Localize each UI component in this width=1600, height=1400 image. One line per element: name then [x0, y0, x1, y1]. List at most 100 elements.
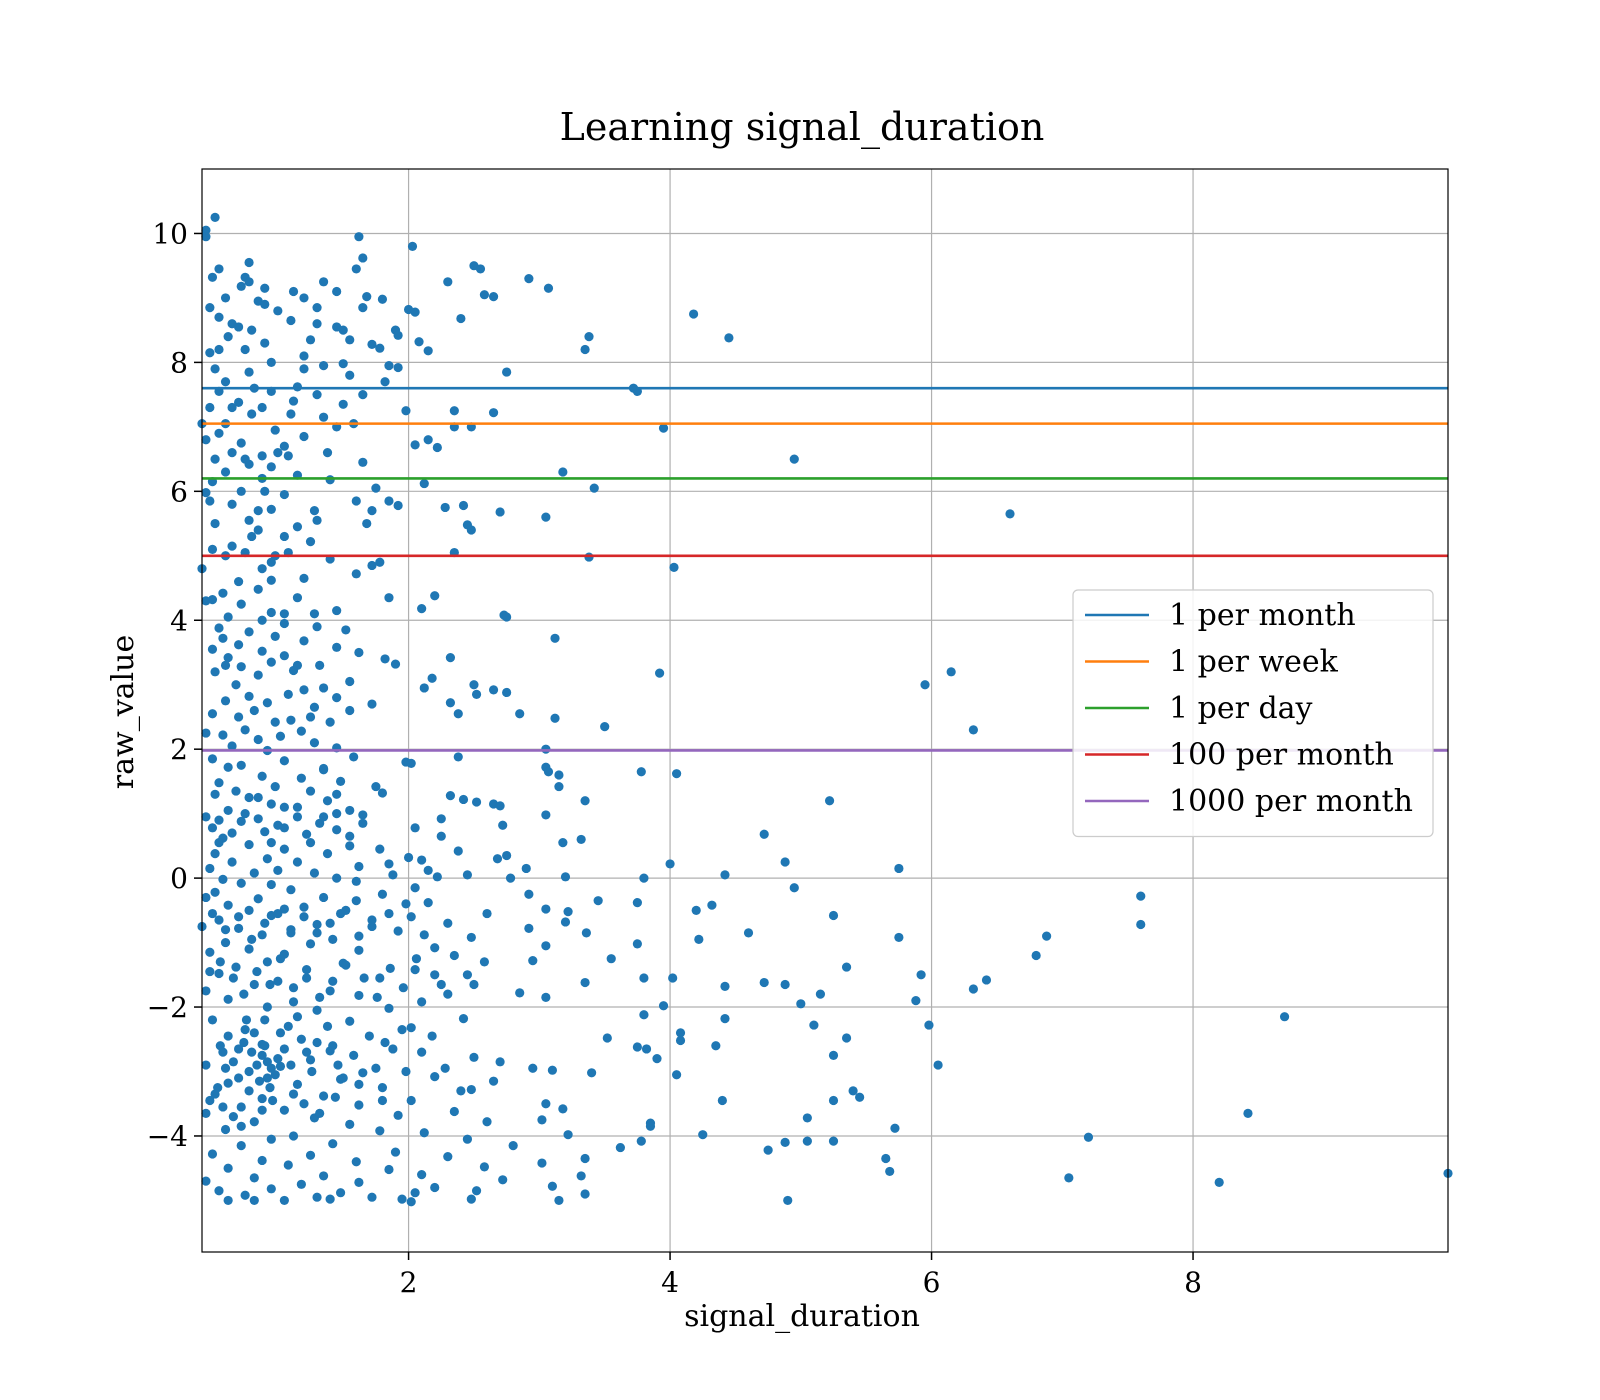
data-point: [456, 1086, 466, 1096]
data-point: [658, 423, 669, 433]
data-point: [338, 359, 348, 369]
data-point: [322, 849, 333, 859]
data-point: [541, 904, 551, 914]
data-point: [789, 883, 799, 893]
data-point: [502, 367, 512, 377]
data-point: [236, 281, 246, 291]
data-point: [312, 319, 322, 329]
data-point: [554, 781, 564, 792]
data-point: [482, 1117, 492, 1127]
data-point: [201, 728, 211, 738]
data-point: [227, 857, 237, 867]
data-point: [377, 1095, 388, 1106]
data-point: [933, 1060, 943, 1070]
data-point: [228, 1057, 238, 1067]
data-point: [406, 1023, 416, 1033]
data-point: [445, 698, 456, 708]
data-point: [223, 612, 233, 622]
data-point: [207, 272, 218, 282]
data-point: [589, 483, 599, 493]
data-point: [338, 399, 348, 409]
grid: [202, 169, 1448, 1252]
legend-label: 100 per month: [1169, 738, 1394, 773]
data-point: [1243, 1108, 1253, 1119]
data-point: [301, 965, 312, 975]
data-point: [260, 338, 270, 348]
data-point: [312, 390, 322, 400]
data-point: [462, 1134, 473, 1144]
data-point: [262, 1002, 272, 1012]
data-point: [521, 863, 531, 874]
data-point: [253, 525, 263, 535]
data-point: [305, 838, 316, 848]
data-point: [257, 615, 267, 625]
data-point: [430, 943, 440, 953]
data-point: [410, 307, 420, 317]
y-tick-label: 6: [170, 475, 188, 508]
data-point: [558, 1104, 568, 1114]
data-point: [244, 944, 254, 954]
data-point: [615, 1142, 625, 1153]
legend-label: 1000 per month: [1169, 784, 1413, 819]
data-point: [924, 1020, 934, 1030]
data-point: [505, 873, 516, 883]
data-point: [270, 425, 280, 435]
data-point: [315, 660, 325, 670]
data-point: [227, 741, 237, 751]
y-tick-label: −4: [147, 1120, 188, 1153]
data-point: [563, 907, 573, 917]
data-point: [301, 829, 312, 839]
data-point: [210, 789, 220, 799]
data-point: [210, 364, 220, 374]
data-point: [393, 926, 403, 936]
data-point: [249, 868, 259, 878]
data-point: [239, 1037, 249, 1048]
data-point: [554, 1195, 564, 1206]
data-point: [430, 591, 440, 601]
data-point: [214, 264, 224, 274]
data-point: [332, 693, 342, 703]
data-point: [558, 838, 568, 848]
data-point: [220, 696, 231, 706]
data-point: [354, 232, 364, 242]
data-point: [345, 805, 355, 816]
data-point: [296, 773, 306, 783]
data-point: [299, 912, 309, 922]
data-point: [279, 756, 289, 766]
data-point: [292, 593, 303, 603]
data-point: [780, 979, 790, 990]
data-point: [328, 934, 338, 944]
data-point: [244, 1066, 254, 1077]
data-point: [286, 409, 296, 419]
data-point: [759, 977, 769, 988]
data-point: [220, 467, 231, 477]
data-point: [207, 908, 218, 919]
data-point: [247, 325, 257, 335]
data-point: [543, 283, 554, 293]
data-point: [244, 257, 254, 268]
data-point: [495, 1057, 505, 1067]
data-point: [328, 1139, 338, 1149]
data-point: [495, 507, 505, 517]
data-point: [419, 930, 429, 940]
data-point: [469, 680, 479, 690]
data-point: [260, 1015, 270, 1025]
data-point: [253, 792, 263, 803]
data-point: [345, 841, 355, 851]
data-point: [1064, 1173, 1074, 1183]
data-point: [720, 1014, 730, 1024]
data-point: [543, 767, 554, 777]
data-point: [759, 829, 769, 839]
data-point: [318, 812, 329, 822]
data-point: [205, 966, 215, 977]
data-point: [330, 1092, 340, 1102]
data-point: [580, 1189, 590, 1199]
data-point: [247, 934, 257, 944]
data-point: [214, 428, 224, 438]
data-point: [249, 705, 259, 716]
data-point: [318, 412, 329, 422]
data-point: [550, 633, 560, 643]
data-point: [214, 344, 224, 355]
data-point: [587, 1068, 597, 1078]
data-point: [453, 709, 463, 719]
